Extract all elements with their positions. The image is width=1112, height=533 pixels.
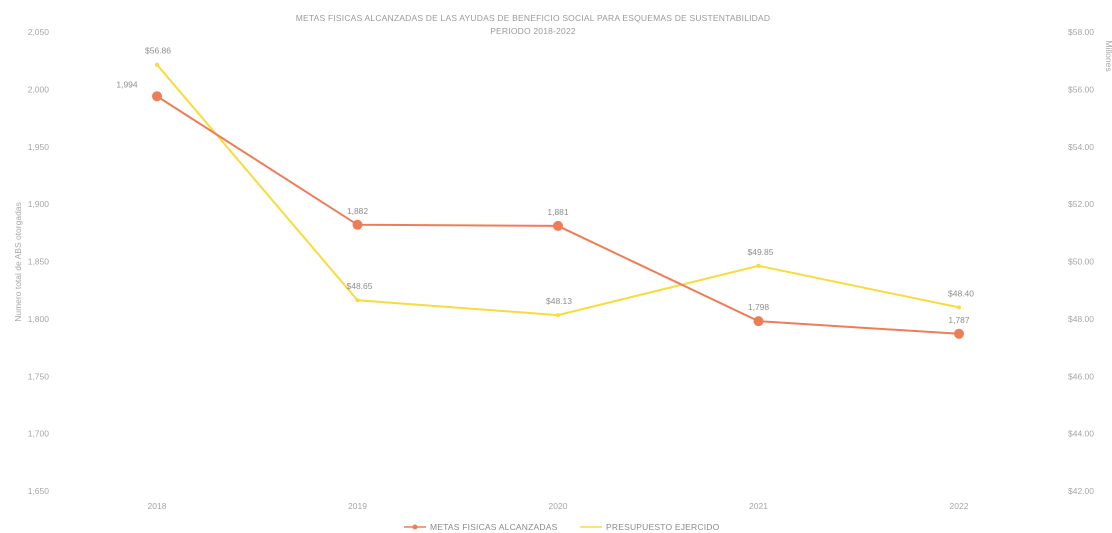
y-axis-ticks: 1,650 1,700 1,750 1,800 1,850 1,900 1,950 2,000… xyxy=(28,27,50,496)
y-tick-label: 1,800 xyxy=(28,314,50,324)
chart-title-line2: PERIODO 2018-2022 xyxy=(490,26,576,36)
data-labels-layer: 1,994 1,882 1,881 1,798 1,787 $56.86 $48.65 $48… xyxy=(116,46,974,325)
x-tick-label: 2018 xyxy=(148,501,167,511)
y2-tick-label: $58.00 xyxy=(1068,27,1094,37)
point-presupuesto[interactable] xyxy=(155,62,159,67)
legend-marker-metas xyxy=(412,524,418,530)
y2-tick-label: $50.00 xyxy=(1068,257,1094,267)
point-presupuesto[interactable] xyxy=(556,313,560,318)
legend-item-metas[interactable]: METAS FISICAS ALCANZADAS xyxy=(404,522,558,532)
series-layer xyxy=(152,62,964,339)
point-metas[interactable] xyxy=(553,220,563,231)
legend-item-presupuesto[interactable]: PRESUPUESTO EJERCIDO xyxy=(580,522,720,532)
y2-axis-label: Millones xyxy=(1104,40,1112,71)
x-tick-label: 2020 xyxy=(549,501,568,511)
y2-tick-label: $54.00 xyxy=(1068,142,1094,152)
data-label-metas: 1,798 xyxy=(748,302,770,312)
data-label-presupuesto: $48.40 xyxy=(948,288,974,298)
point-metas[interactable] xyxy=(753,316,764,327)
y2-tick-label: $44.00 xyxy=(1068,429,1094,439)
y2-axis-ticks: $42.00 $44.00 $46.00 $48.00 $50.00 $52.00 $54.… xyxy=(1068,27,1094,496)
data-label-presupuesto: $48.65 xyxy=(347,281,373,291)
point-metas[interactable] xyxy=(954,328,964,339)
point-metas[interactable] xyxy=(352,219,363,230)
x-tick-label: 2021 xyxy=(749,501,768,511)
point-presupuesto[interactable] xyxy=(355,298,360,303)
data-label-presupuesto: $49.85 xyxy=(748,247,774,257)
legend: METAS FISICAS ALCANZADAS PRESUPUESTO EJE… xyxy=(404,522,720,532)
y-tick-label: 1,650 xyxy=(28,486,50,496)
series-line-presupuesto xyxy=(156,64,960,317)
y2-tick-label: $48.00 xyxy=(1068,314,1094,324)
y-tick-label: 2,050 xyxy=(28,27,50,37)
y2-tick-label: $42.00 xyxy=(1068,486,1094,496)
data-label-metas: 1,882 xyxy=(347,206,369,216)
data-label-metas: 1,994 xyxy=(116,79,138,89)
y-tick-label: 1,750 xyxy=(28,371,50,381)
point-metas[interactable] xyxy=(152,91,162,102)
y-axis-label: Numero total de ABS otorgadas xyxy=(13,202,23,322)
y2-tick-label: $46.00 xyxy=(1068,371,1094,381)
legend-label-metas: METAS FISICAS ALCANZADAS xyxy=(430,522,558,532)
point-presupuesto[interactable] xyxy=(756,263,761,268)
x-tick-label: 2022 xyxy=(950,501,969,511)
y-tick-label: 2,000 xyxy=(28,84,50,94)
chart-title-line1: METAS FISICAS ALCANZADAS DE LAS AYUDAS D… xyxy=(296,13,770,23)
point-presupuesto[interactable] xyxy=(957,305,961,310)
y-tick-label: 1,900 xyxy=(28,199,50,209)
legend-label-presupuesto: PRESUPUESTO EJERCIDO xyxy=(606,522,720,532)
data-label-presupuesto: $56.86 xyxy=(145,46,171,56)
x-tick-label: 2019 xyxy=(348,501,367,511)
data-label-metas: 1,881 xyxy=(547,207,569,217)
y-tick-label: 1,700 xyxy=(28,429,50,439)
y-tick-label: 1,950 xyxy=(28,142,50,152)
data-label-presupuesto: $48.13 xyxy=(546,296,572,306)
y-tick-label: 1,850 xyxy=(28,257,50,267)
y2-tick-label: $56.00 xyxy=(1068,84,1094,94)
y2-tick-label: $52.00 xyxy=(1068,199,1094,209)
x-axis-ticks: 2018 2019 2020 2021 2022 xyxy=(148,501,969,511)
data-label-metas: 1,787 xyxy=(948,315,970,325)
